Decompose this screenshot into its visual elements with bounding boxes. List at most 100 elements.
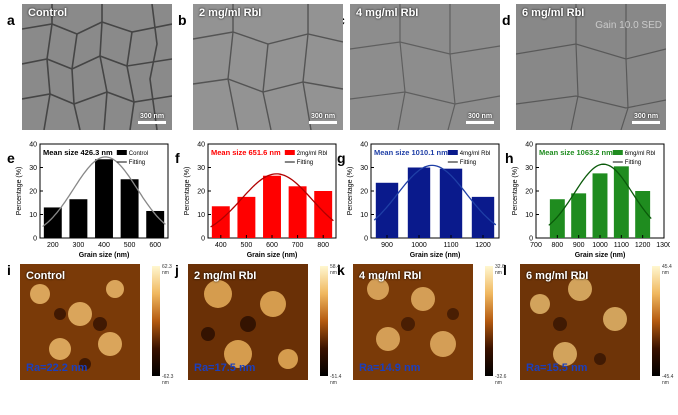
panel-label-g: g: [337, 150, 346, 166]
histogram-bar: [69, 199, 88, 238]
afm-panel-control: Control Ra=22.2 nm 62.3 nm -62.3 nm: [12, 262, 175, 412]
histogram-bar: [439, 168, 463, 238]
legend-label: Fitting: [460, 160, 476, 166]
fitting-curve: [373, 164, 497, 226]
color-scale-bar: [152, 266, 160, 376]
afm-panel-4mg: 4 mg/ml RbI Ra=14.9 nm 32.6 nm -32.6 nm: [345, 262, 508, 412]
y-tick-label: 0: [201, 236, 205, 243]
histogram-bar: [43, 207, 62, 238]
y-tick-label: 0: [33, 236, 37, 243]
color-scale-max: 58.4 nm: [330, 264, 340, 276]
color-scale-bar: [485, 266, 493, 376]
legend-label: Fitting: [297, 160, 313, 166]
legend-swatch: [284, 150, 295, 155]
histogram-bar: [375, 182, 399, 238]
panel-label-b: b: [178, 12, 187, 28]
color-scale-max: 45.4 nm: [662, 264, 672, 276]
afm-image: 2 mg/ml RbI Ra=17.5 nm: [188, 264, 308, 380]
y-tick-label: 0: [364, 236, 368, 243]
fitting-curve: [210, 173, 334, 228]
histogram-2mg: 0 10 20 30 40 400 500 600 700 800 Grain size (nm) P…: [182, 140, 342, 260]
afm-image: 4 mg/ml RbI Ra=14.9 nm: [353, 264, 473, 380]
y-tick-label: 40: [360, 142, 368, 149]
mean-size-label: Mean size 426.3 nm: [43, 148, 113, 157]
roughness-label: Ra=17.5 nm: [194, 362, 256, 374]
afm-panel-6mg: 6 mg/ml RbI Ra=15.5 nm 45.4 nm -45.4 nm: [512, 262, 675, 412]
y-tick-label: 20: [525, 189, 533, 196]
x-tick-label: 400: [98, 242, 110, 249]
y-tick-label: 20: [360, 189, 368, 196]
x-tick-label: 700: [530, 242, 542, 249]
fitting-curve: [42, 156, 166, 228]
sem-image-control: Control 300 nm: [22, 4, 172, 130]
panel-label-j: j: [175, 262, 179, 278]
legend-label: 6mg/ml RbI: [625, 151, 656, 157]
x-tick-label: 800: [551, 242, 563, 249]
x-tick-label: 500: [241, 242, 253, 249]
afm-image: Control Ra=22.2 nm: [20, 264, 140, 380]
panel-label-d: d: [502, 12, 511, 28]
sem-title: 6 mg/ml RbI: [522, 7, 585, 19]
afm-title: 6 mg/ml RbI: [526, 270, 589, 282]
color-scale-max: 32.6 nm: [495, 264, 505, 276]
x-tick-label: 500: [124, 242, 136, 249]
panel-label-a: a: [7, 12, 15, 28]
y-tick-label: 30: [197, 165, 205, 172]
x-tick-label: 900: [381, 242, 393, 249]
legend-label: 4mg/ml RbI: [460, 151, 491, 157]
panel-label-i: i: [7, 262, 11, 278]
panel-label-f: f: [175, 150, 180, 166]
afm-panel-2mg: 2 mg/ml RbI Ra=17.5 nm 58.4 nm -51.4 nm: [180, 262, 343, 412]
x-tick-label: 600: [149, 242, 161, 249]
sem-watermark: Gain 10.0 SED: [595, 20, 662, 31]
x-tick-label: 1000: [592, 242, 608, 249]
scale-bar: 300 nm: [309, 113, 337, 124]
scale-bar: 300 nm: [138, 113, 166, 124]
x-tick-label: 200: [47, 242, 59, 249]
sem-image-4mg: 4 mg/ml RbI 300 nm: [350, 4, 500, 130]
histogram-4mg: 0 10 20 30 40 900 1000 1100 1200 Grain size (nm) P…: [345, 140, 505, 260]
y-tick-label: 0: [529, 236, 533, 243]
color-scale-min: -51.4 nm: [330, 374, 342, 386]
legend-swatch: [447, 150, 458, 155]
scale-bar: 300 nm: [466, 113, 494, 124]
histogram-bar: [549, 199, 565, 238]
histogram-bar: [95, 159, 113, 238]
x-axis-label: Grain size (nm): [79, 252, 130, 259]
afm-title: 4 mg/ml RbI: [359, 270, 422, 282]
histogram-svg: 0 10 20 30 40 700 800 900 1000 1100 1200 1300 Grain …: [512, 142, 672, 260]
legend-swatch: [612, 150, 623, 155]
sem-image-6mg: 6 mg/ml RbI Gain 10.0 SED 300 nm: [516, 4, 666, 130]
y-tick-label: 10: [197, 212, 205, 219]
afm-title: Control: [26, 270, 66, 282]
y-axis-label: Percentage (%): [347, 167, 354, 216]
x-tick-label: 800: [317, 242, 329, 249]
sem-image-2mg: 2 mg/ml RbI 300 nm: [193, 4, 343, 130]
color-scale-bar: [320, 266, 328, 376]
histogram-bar: [613, 166, 629, 238]
y-tick-label: 10: [29, 212, 37, 219]
panel-label-l: l: [503, 262, 507, 278]
histogram-bar: [263, 175, 281, 238]
scale-bar: 300 nm: [632, 113, 660, 124]
mean-size-label: Mean size 1063.2 nm: [539, 148, 613, 157]
sem-title: Control: [28, 7, 68, 19]
mean-size-label: Mean size 651.6 nm: [211, 148, 281, 157]
x-tick-label: 900: [573, 242, 585, 249]
x-tick-label: 700: [292, 242, 304, 249]
y-tick-label: 30: [29, 165, 37, 172]
y-tick-label: 40: [197, 142, 205, 149]
fitting-curve: [548, 163, 652, 226]
histogram-bar: [571, 193, 587, 238]
y-axis-label: Percentage (%): [512, 167, 519, 216]
legend-label: 2mg/ml RbI: [297, 151, 328, 157]
histogram-svg: 0 10 20 30 40 900 1000 1100 1200 Grain size (nm) P…: [347, 142, 500, 259]
histogram-svg: 0 10 20 30 40 400 500 600 700 800 Grain size (nm) P…: [184, 142, 337, 259]
y-tick-label: 30: [360, 165, 368, 172]
x-axis-label: Grain size (nm): [247, 252, 298, 259]
x-tick-label: 300: [73, 242, 85, 249]
x-tick-label: 600: [266, 242, 278, 249]
y-tick-label: 10: [525, 212, 533, 219]
legend-label: Fitting: [625, 160, 641, 166]
histogram-control: 0 10 20 30 40 200 300 400 500 600 Grain size (nm) P…: [14, 140, 174, 260]
